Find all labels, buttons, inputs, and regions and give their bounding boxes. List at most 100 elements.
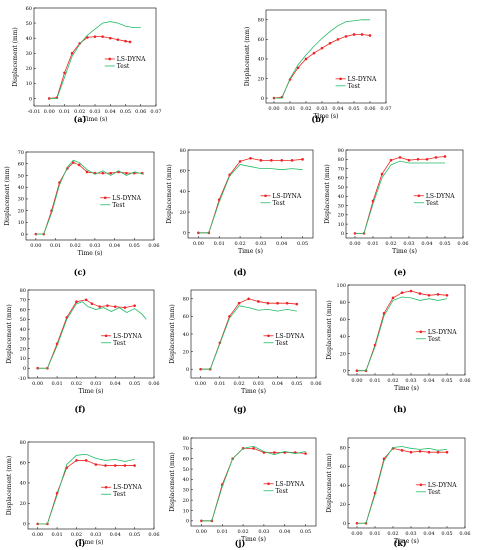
y-tick-label: 50 xyxy=(26,21,32,27)
lsdyna-data-point xyxy=(445,293,449,297)
x-tick-label: 0.04 xyxy=(272,381,283,387)
lsdyna-data-point xyxy=(101,35,104,38)
x-tick-label: 0.02 xyxy=(387,531,398,537)
y-tick-label: 50 xyxy=(338,185,344,191)
x-tick-label: 0.00 xyxy=(351,531,362,537)
y-tick-label: 30 xyxy=(183,488,189,494)
x-tick-label: 0.02 xyxy=(71,532,82,538)
lsdyna-data-point xyxy=(443,155,447,158)
chart-panel: 0.00 0.01 0.02 0.03 0.04 0.05 0.06 0.07 0 20 40 60 8… xyxy=(244,9,392,124)
lsdyna-data-point xyxy=(85,170,89,174)
y-tick-label: 40 xyxy=(258,57,264,63)
lsdyna-data-point xyxy=(400,449,404,452)
y-tick-label: 10 xyxy=(18,220,24,226)
y-tick-label: 10 xyxy=(338,222,344,228)
x-tick-label: 0.05 xyxy=(129,381,140,387)
y-tick-label: 40 xyxy=(183,477,189,483)
y-axis-label: Displacement (mm) xyxy=(6,456,13,516)
legend-label: LS-DYNA xyxy=(117,56,146,63)
test-series-line xyxy=(198,164,303,234)
chart-panel: 0.00 0.01 0.02 0.03 0.04 0.05 0.06 0 10 20 30 40 50 6… xyxy=(324,148,469,277)
x-tick-label: 0.01 xyxy=(52,381,63,387)
x-axis-label: Time (s) xyxy=(79,388,104,395)
legend-label: LS-DYNA xyxy=(276,481,305,488)
lsdyna-data-point xyxy=(409,450,413,454)
y-tick-label: 70 xyxy=(183,446,189,452)
y-tick-label: 20 xyxy=(258,76,264,82)
legend-marker xyxy=(103,196,107,200)
y-tick-label: 60 xyxy=(20,460,26,466)
legend-label: Test xyxy=(428,489,441,496)
y-tick-label: 30 xyxy=(26,51,32,57)
y-tick-label: 0 xyxy=(183,231,186,237)
chart-panel: -0.01 0.00 0.01 0.02 0.03 0.04 0.05 0.06 0.07 0 10… xyxy=(12,6,162,124)
y-tick-label: 80 xyxy=(183,297,189,303)
x-tick-label: 0.01 xyxy=(367,241,378,247)
x-tick-label: 0.04 xyxy=(332,106,343,112)
lsdyna-data-point xyxy=(304,452,307,455)
x-tick-label: 0.03 xyxy=(253,381,264,387)
lsdyna-data-point xyxy=(104,464,107,467)
x-tick-label: 0.05 xyxy=(300,529,311,535)
x-tick-label: 0.01 xyxy=(284,106,295,112)
x-tick-label: 0.01 xyxy=(59,109,70,115)
lsdyna-data-point xyxy=(123,306,127,309)
lsdyna-data-point xyxy=(84,459,88,462)
y-tick-label: -10 xyxy=(18,376,26,382)
lsdyna-data-point xyxy=(108,36,112,40)
lsdyna-data-point xyxy=(418,449,422,453)
y-axis-label: Displacement (mm) xyxy=(326,453,333,513)
lsdyna-data-point xyxy=(257,300,260,303)
test-series-line xyxy=(355,160,445,234)
lsdyna-data-point xyxy=(304,57,308,61)
chart-panel: 0.00 0.01 0.02 0.03 0.04 0.05 0.06 0 20 40 60 80 Tim… xyxy=(326,437,471,548)
lsdyna-data-point xyxy=(78,42,82,45)
lsdyna-data-point xyxy=(252,447,255,450)
x-tick-label: 0.01 xyxy=(50,243,61,249)
x-axis-label: Time (s) xyxy=(394,538,419,545)
x-tick-label: 0.00 xyxy=(195,381,206,387)
x-tick-label: 0.02 xyxy=(70,243,81,249)
x-tick-label: 0.04 xyxy=(110,381,121,387)
x-tick-label: 0.01 xyxy=(214,381,225,387)
y-tick-label: 60 xyxy=(340,317,346,323)
plot-frame xyxy=(187,149,314,239)
plot-frame xyxy=(345,149,464,239)
y-tick-label: 40 xyxy=(180,189,186,195)
x-tick-label: 0.00 xyxy=(349,241,360,247)
legend-marker xyxy=(419,330,423,334)
chart-panel: 0.00 0.01 0.02 0.03 0.04 0.05 0.06 0 10 20 30 40 50 6… xyxy=(4,150,160,277)
y-tick-label: 60 xyxy=(26,6,32,12)
legend-label: Test xyxy=(426,200,439,207)
panel-label: (b) xyxy=(311,114,324,124)
x-tick-label: 0.03 xyxy=(405,531,416,537)
lsdyna-data-point xyxy=(90,302,94,305)
x-tick-label: 0.03 xyxy=(90,532,101,538)
lsdyna-data-point xyxy=(84,298,88,302)
y-tick-label: 40 xyxy=(183,332,189,338)
x-tick-label: 0.00 xyxy=(193,241,204,247)
legend-label: Test xyxy=(117,63,130,70)
x-tick-label: 0.00 xyxy=(30,243,41,249)
x-tick-label: 0.04 xyxy=(423,531,434,537)
legend-label: LS-DYNA xyxy=(428,329,457,336)
x-tick-label: 0.05 xyxy=(291,381,302,387)
lsdyna-data-point xyxy=(71,161,75,164)
panel-label: (i) xyxy=(75,538,86,548)
lsdyna-data-point xyxy=(344,35,348,38)
y-tick-label: 40 xyxy=(20,327,26,333)
y-tick-label: 60 xyxy=(180,169,186,175)
x-tick-label: 0.05 xyxy=(439,241,450,247)
x-tick-label: 0.04 xyxy=(279,529,290,535)
y-tick-label: 90 xyxy=(338,148,344,154)
legend-label: Test xyxy=(276,488,289,495)
y-tick-label: 0 xyxy=(343,369,346,375)
x-tick-label: 0.01 xyxy=(369,531,380,537)
lsdyna-data-point xyxy=(400,291,404,295)
x-tick-label: 0.05 xyxy=(348,106,359,112)
plot-frame xyxy=(190,437,317,527)
y-tick-label: 60 xyxy=(20,307,26,313)
